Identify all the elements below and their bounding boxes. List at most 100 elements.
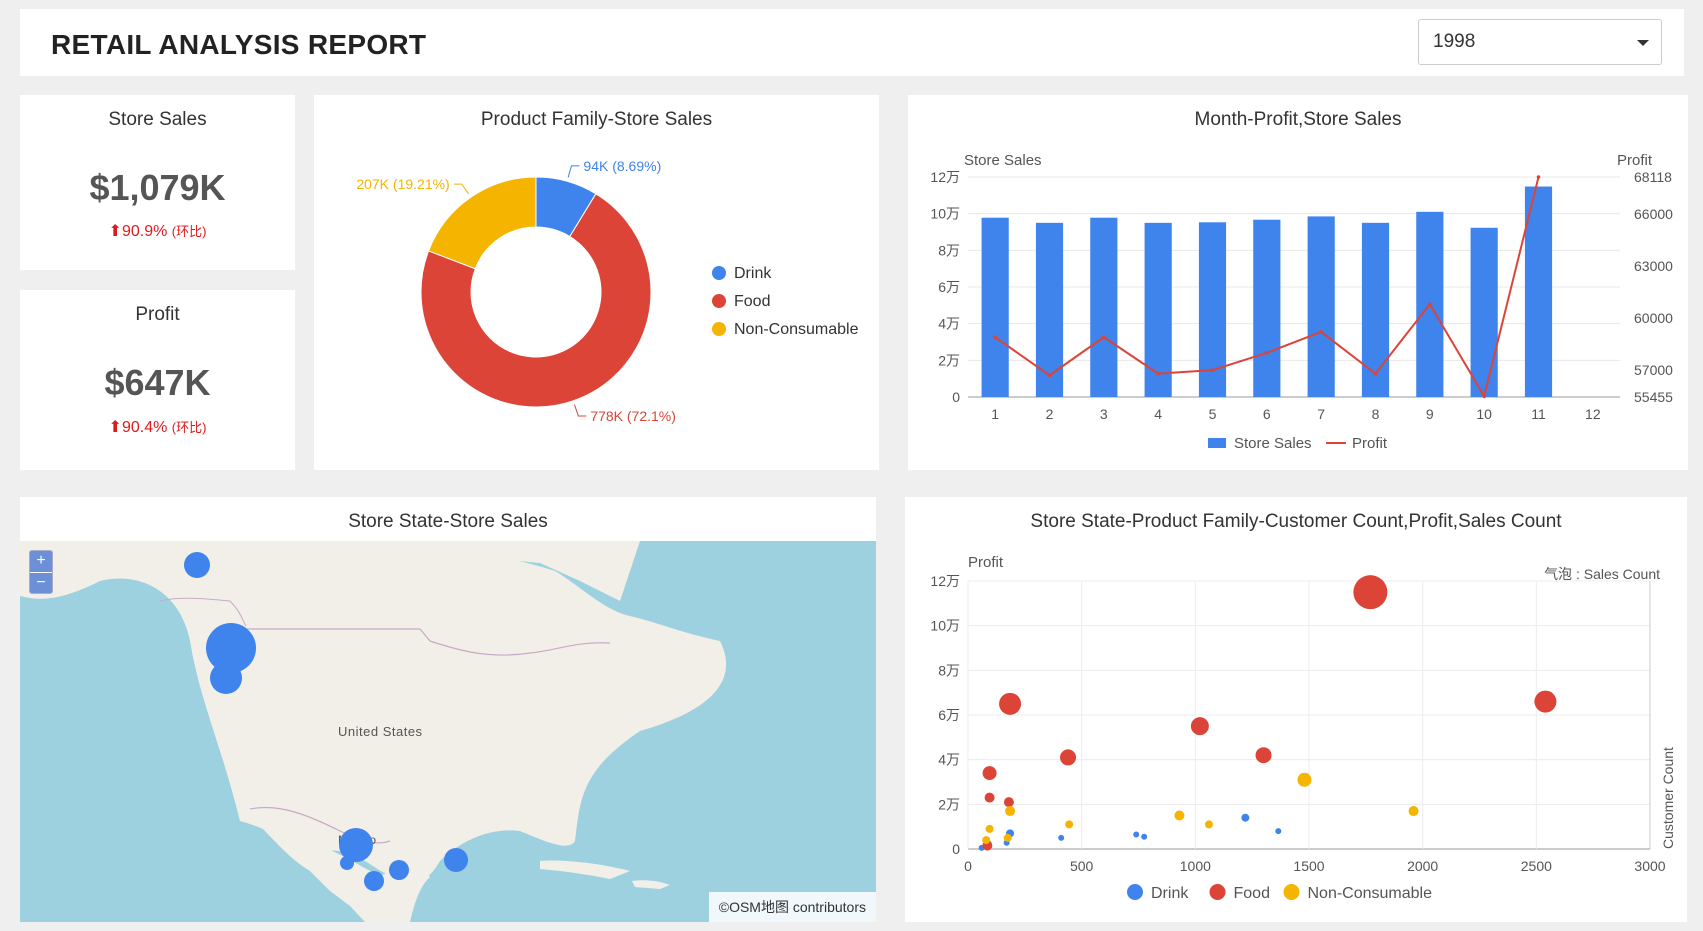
combo-title: Month-Profit,Store Sales: [1194, 109, 1402, 130]
bubble-point-food[interactable]: [984, 792, 995, 803]
bar-store-sales[interactable]: [1470, 227, 1498, 397]
year-dropdown-value: 1998: [1433, 31, 1476, 52]
map-bubble[interactable]: [206, 623, 256, 673]
bar-store-sales[interactable]: [981, 217, 1009, 397]
map-attribution[interactable]: ©OSM地图 contributors: [708, 892, 876, 922]
line-point-profit: [993, 335, 997, 339]
y2-tick-label: 57000: [1634, 362, 1673, 378]
y-tick-label: 10万: [930, 618, 960, 634]
bar-store-sales[interactable]: [1361, 222, 1390, 397]
legend-item-label: Profit: [1352, 435, 1388, 452]
donut-data-label: 778K (72.1%): [590, 408, 676, 424]
bar-store-sales[interactable]: [1253, 219, 1281, 397]
bubble-point-food[interactable]: [982, 766, 997, 781]
map-bubble[interactable]: [184, 552, 210, 578]
bubble-point-non-consumable[interactable]: [1204, 820, 1213, 829]
donut-slice-non-consumable[interactable]: [427, 176, 537, 270]
bubble-point-non-consumable[interactable]: [982, 836, 991, 845]
map-bubble[interactable]: [210, 662, 242, 694]
legend-item-label: Food: [734, 293, 770, 310]
legend-item-label: Store Sales: [1234, 435, 1312, 452]
report-header: RETAIL ANALYSIS REPORT 1998: [20, 9, 1684, 76]
bubble-point-non-consumable[interactable]: [1003, 833, 1012, 842]
kpi-store-sales-value: $1,079K: [89, 167, 226, 208]
map-view[interactable]: + − United States Mexico ©OSM地图 contribu…: [20, 541, 876, 922]
map-bubble[interactable]: [339, 828, 373, 862]
y-tick-label: 4万: [938, 752, 960, 768]
kpi-store-sales: Store Sales $1,079K ⬆90.9% (环比): [20, 95, 295, 270]
legend-dot-icon: [1209, 884, 1226, 900]
bubble-point-food[interactable]: [1534, 690, 1557, 713]
bubble-point-food[interactable]: [999, 692, 1022, 715]
donut-chart: 94K (8.69%) 778K (72.1%) 207K (19.21%) Drin…: [356, 158, 858, 424]
bubble-point-food[interactable]: [1190, 717, 1209, 736]
bubble-point-food[interactable]: [1353, 575, 1388, 610]
chevron-down-icon: [1637, 40, 1649, 46]
zoom-out-button[interactable]: −: [30, 572, 52, 593]
map-bubble[interactable]: [340, 856, 354, 870]
map-bubble[interactable]: [364, 871, 384, 891]
bubble-title: Store State-Product Family-Customer Coun…: [1030, 511, 1562, 532]
line-point-profit: [1428, 302, 1432, 306]
bubble-point-non-consumable[interactable]: [1174, 810, 1185, 821]
kpi-profit-change-value: 90.4%: [121, 419, 168, 436]
map-bubble[interactable]: [389, 860, 409, 880]
bubble-point-drink[interactable]: [1133, 831, 1140, 838]
bubble-point-drink[interactable]: [1275, 828, 1282, 835]
product-family-panel: Product Family-Store Sales 94K (8.69%) 77…: [314, 95, 879, 470]
line-point-profit: [1482, 394, 1486, 399]
x-tick-label: 5: [1209, 406, 1217, 422]
donut-label-line: [453, 183, 469, 195]
x-tick-label: 11: [1531, 406, 1546, 422]
map-label-united-states: United States: [338, 724, 423, 739]
y-tick-label: 4万: [938, 316, 960, 332]
bar-store-sales[interactable]: [1090, 217, 1118, 397]
bar-store-sales[interactable]: [1035, 222, 1064, 397]
y-tick-label: 6万: [938, 279, 960, 295]
zoom-in-button[interactable]: +: [36, 552, 46, 569]
legend-item-label: Non-Consumable: [1308, 885, 1433, 902]
line-point-profit: [1047, 373, 1052, 378]
donut-slice-food[interactable]: [420, 193, 652, 408]
y2-tick-label: 68118: [1634, 169, 1672, 185]
kpi-profit-label: Profit: [135, 304, 180, 325]
store-state-map-panel: Store State-Store Sales + − United State…: [20, 497, 876, 922]
donut-data-label: 94K (8.69%): [583, 158, 661, 174]
line-point-profit: [1210, 368, 1215, 372]
kpi-store-sales-change: ⬆90.9% (环比): [20, 221, 295, 241]
bubble-point-non-consumable[interactable]: [985, 824, 994, 833]
legend-dot-icon: [1127, 884, 1143, 900]
bubble-point-food[interactable]: [1003, 797, 1014, 808]
x-tick-label: 3000: [1634, 858, 1665, 874]
x-tick-label: 3: [1100, 406, 1108, 422]
kpi-store-sales-change-value: 90.9%: [121, 223, 168, 240]
x-tick-label: 10: [1476, 406, 1492, 422]
x-tick-label: 2500: [1521, 858, 1552, 874]
year-dropdown[interactable]: 1998: [1418, 19, 1662, 65]
legend-dot-icon: [712, 266, 726, 280]
bubble-point-food[interactable]: [1060, 749, 1077, 766]
donut-data-label: 207K (19.21%): [356, 176, 449, 192]
bubble-point-drink[interactable]: [1141, 833, 1148, 840]
bar-store-sales[interactable]: [1307, 216, 1335, 397]
y-tick-label: 12万: [930, 573, 960, 589]
y-tick-label: 6万: [938, 707, 960, 723]
bubble-point-non-consumable[interactable]: [1408, 806, 1419, 817]
bubble-point-non-consumable[interactable]: [1297, 772, 1312, 787]
x-tick-label: 7: [1317, 406, 1325, 422]
bubble-point-drink[interactable]: [1058, 834, 1065, 841]
bubble-point-food[interactable]: [1255, 747, 1272, 764]
map-zoom-controls: + −: [29, 550, 53, 594]
bar-store-sales[interactable]: [1524, 186, 1553, 397]
y2-axis-title: Profit: [1617, 152, 1653, 169]
bubble-point-non-consumable[interactable]: [1065, 820, 1074, 829]
bar-store-sales[interactable]: [1144, 222, 1172, 397]
bubble-point-non-consumable[interactable]: [1005, 806, 1016, 817]
bubble-point-drink[interactable]: [1241, 813, 1250, 822]
x-tick-label: 9: [1426, 406, 1434, 422]
map-title: Store State-Store Sales: [348, 511, 548, 532]
y2-tick-label: 63000: [1634, 258, 1673, 274]
map-bubble[interactable]: [444, 848, 468, 872]
x-tick-label: 4: [1154, 406, 1162, 422]
x-tick-label: 0: [964, 858, 972, 874]
